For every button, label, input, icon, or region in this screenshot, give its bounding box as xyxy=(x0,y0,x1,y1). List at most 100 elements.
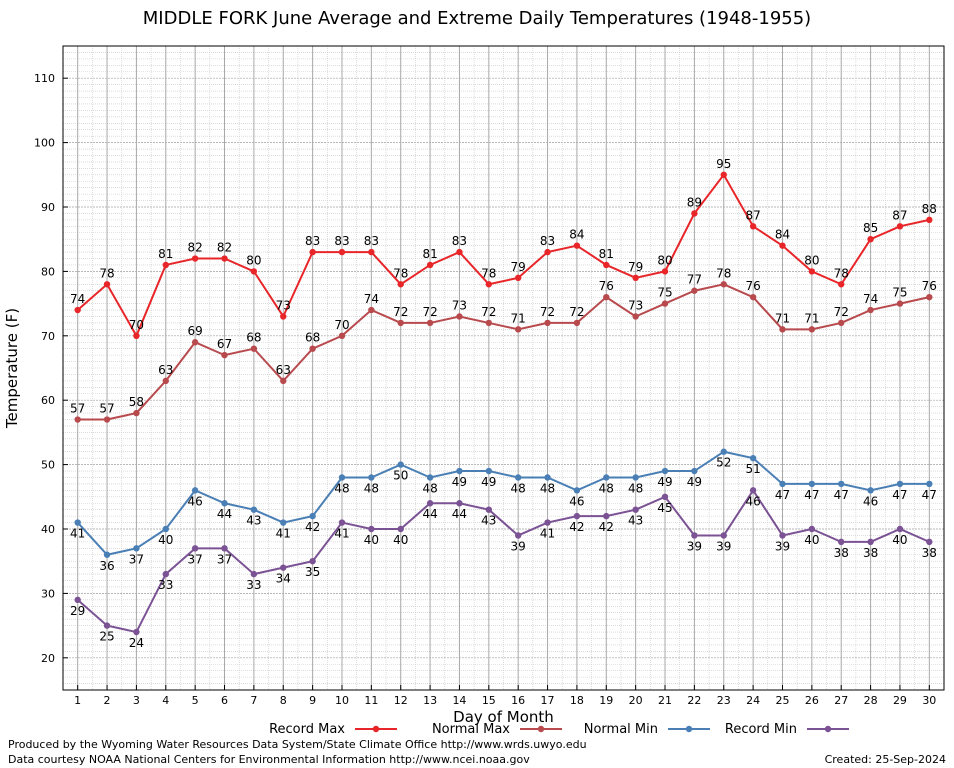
record-min-point xyxy=(162,570,169,578)
normal-min-data-label: 48 xyxy=(599,481,614,495)
normal-max-data-label: 72 xyxy=(569,305,584,319)
record-max-data-label: 78 xyxy=(834,266,849,280)
legend-label-normal-min: Normal Min xyxy=(584,722,658,737)
record-max-point xyxy=(426,261,434,269)
normal-min-point xyxy=(573,487,581,494)
normal-max-point xyxy=(749,293,757,301)
normal-max-point xyxy=(133,409,140,417)
x-tick-label: 23 xyxy=(717,694,731,707)
normal-min-point xyxy=(74,519,81,526)
record-max-data-label: 81 xyxy=(599,247,614,261)
record-max-data-label: 82 xyxy=(188,241,203,255)
normal-max-point xyxy=(338,332,346,339)
normal-min-point xyxy=(632,474,639,481)
record-min-point xyxy=(74,596,81,604)
y-tick-label: 100 xyxy=(34,137,55,150)
x-tick-label: 29 xyxy=(893,694,907,707)
normal-max-data-label: 72 xyxy=(481,305,496,319)
normal-min-data-label: 48 xyxy=(511,481,526,495)
normal-max-point xyxy=(544,319,551,327)
record-max-point xyxy=(838,281,845,288)
normal-min-data-label: 47 xyxy=(922,488,937,502)
record-min-data-label: 40 xyxy=(804,533,819,547)
record-min-point xyxy=(103,622,111,629)
normal-min-data-label: 52 xyxy=(716,456,731,470)
record-min-line xyxy=(77,488,930,634)
record-min-data-label: 42 xyxy=(569,520,584,534)
normal-min-point xyxy=(221,500,228,507)
record-max-data-label: 81 xyxy=(158,247,173,261)
record-max-point xyxy=(867,236,874,243)
record-min-point xyxy=(485,506,493,513)
normal-max-point xyxy=(221,351,228,359)
record-max-point xyxy=(926,216,933,224)
normal-min-data-label: 40 xyxy=(158,533,173,547)
normal-max-data-label: 76 xyxy=(922,279,937,293)
record-min-data-label: 45 xyxy=(657,501,672,515)
record-min-data-label: 37 xyxy=(217,552,232,566)
record-max-point xyxy=(309,248,316,256)
record-max-point xyxy=(456,248,463,256)
record-min-data-label: 39 xyxy=(511,539,526,553)
legend-marker-normal-max xyxy=(537,725,545,733)
normal-min-data-label: 47 xyxy=(834,488,849,502)
record-min-data-label: 29 xyxy=(70,604,85,618)
x-tick-label: 26 xyxy=(805,694,819,707)
x-tick-label: 28 xyxy=(864,694,878,707)
normal-min-point xyxy=(838,480,845,488)
record-max-data-label: 89 xyxy=(687,195,702,209)
normal-min-point xyxy=(162,525,169,533)
record-max-point xyxy=(603,261,610,269)
record-min-point xyxy=(368,525,375,533)
record-min-data-label: 41 xyxy=(334,527,349,541)
normal-max-point xyxy=(661,300,669,307)
record-max-data-label: 95 xyxy=(716,157,731,171)
x-tick-label: 11 xyxy=(364,694,378,707)
record-max-data-label: 78 xyxy=(393,266,408,280)
normal-min-line xyxy=(76,450,930,556)
normal-min-data-label: 44 xyxy=(217,507,232,521)
record-min-point xyxy=(661,493,669,500)
record-max-data-label: 73 xyxy=(276,298,291,312)
y-tick-label: 70 xyxy=(41,330,55,343)
normal-max-point xyxy=(867,306,874,314)
normal-min-data-label: 37 xyxy=(129,552,144,566)
normal-max-data-label: 63 xyxy=(158,363,173,377)
record-min-data-label: 39 xyxy=(775,539,790,553)
normal-min-data-label: 47 xyxy=(892,488,907,502)
normal-max-data-label: 68 xyxy=(305,331,320,345)
normal-min-point xyxy=(191,487,199,494)
normal-min-data-label: 47 xyxy=(775,488,790,502)
record-max-point xyxy=(162,261,169,269)
record-min-data-label: 39 xyxy=(716,539,731,553)
normal-min-data-label: 49 xyxy=(687,475,702,489)
record-min-point xyxy=(133,628,140,636)
normal-min-point xyxy=(309,512,316,520)
normal-max-point xyxy=(456,313,463,320)
normal-max-point xyxy=(426,319,434,327)
x-tick-label: 19 xyxy=(599,694,613,707)
normal-max-data-label: 73 xyxy=(628,298,643,312)
normal-min-data-label: 49 xyxy=(481,475,496,489)
normal-max-data-label: 75 xyxy=(657,286,672,300)
normal-max-point xyxy=(250,345,258,352)
x-tick-label: 18 xyxy=(570,694,584,707)
legend-marker-record-min xyxy=(824,725,832,733)
record-min-point xyxy=(514,532,522,539)
record-max-line xyxy=(77,172,930,339)
normal-min-point xyxy=(514,474,522,481)
x-tick-label: 30 xyxy=(922,694,936,707)
record-max-point xyxy=(749,223,757,230)
normal-max-data-label: 72 xyxy=(422,305,437,319)
normal-max-data-label: 73 xyxy=(452,298,467,312)
record-max-data-label: 79 xyxy=(511,260,526,274)
y-tick-label: 30 xyxy=(41,587,55,600)
normal-max-point xyxy=(603,293,610,301)
record-min-data-label: 42 xyxy=(599,520,614,534)
legend-label-normal-max: Normal Max xyxy=(432,722,510,737)
chart-title: MIDDLE FORK June Average and Extreme Dai… xyxy=(142,8,812,29)
normal-min-point xyxy=(280,519,287,526)
normal-min-point xyxy=(338,474,346,481)
normal-min-data-label: 48 xyxy=(540,481,555,495)
